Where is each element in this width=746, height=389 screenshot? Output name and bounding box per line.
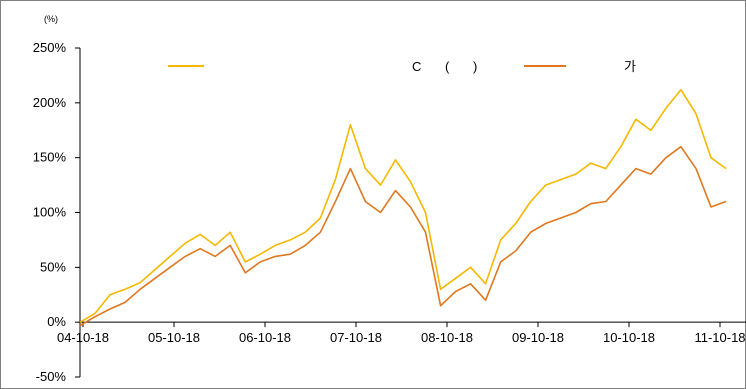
series-line-1 <box>79 88 727 323</box>
x-tick-label: 06-10-18 <box>239 330 291 345</box>
x-tick-label: 05-10-18 <box>148 330 200 345</box>
y-tick-label: 100% <box>33 205 67 220</box>
y-tick-label: 200% <box>33 95 67 110</box>
series-line-2 <box>79 145 727 327</box>
tick-labels: 250% 200% 150% 100% 50% 0% -50% 04-10-18 05-10-1… <box>33 40 746 384</box>
x-tick-label: 07-10-18 <box>330 330 382 345</box>
x-tick-label: 10-10-18 <box>603 330 655 345</box>
y-tick-label: 50% <box>40 259 66 274</box>
legend: C ( ) 가 <box>168 59 636 74</box>
y-tick-label: 250% <box>33 40 67 55</box>
x-tick-label: 11-10-18 <box>694 330 745 345</box>
x-tick-label: 09-10-18 <box>512 330 564 345</box>
x-tick-label: 04-10-18 <box>57 330 109 345</box>
legend-label-2: 가 <box>624 59 636 74</box>
y-tick-label: -50% <box>36 369 67 384</box>
series-group <box>79 88 727 327</box>
legend-label-1: C ( ) <box>412 59 487 74</box>
y-tick-label: 150% <box>33 150 67 165</box>
x-tick-label: 08-10-18 <box>421 330 473 345</box>
y-tick-label: 0% <box>47 314 66 329</box>
unit-label: (%) <box>44 14 58 24</box>
